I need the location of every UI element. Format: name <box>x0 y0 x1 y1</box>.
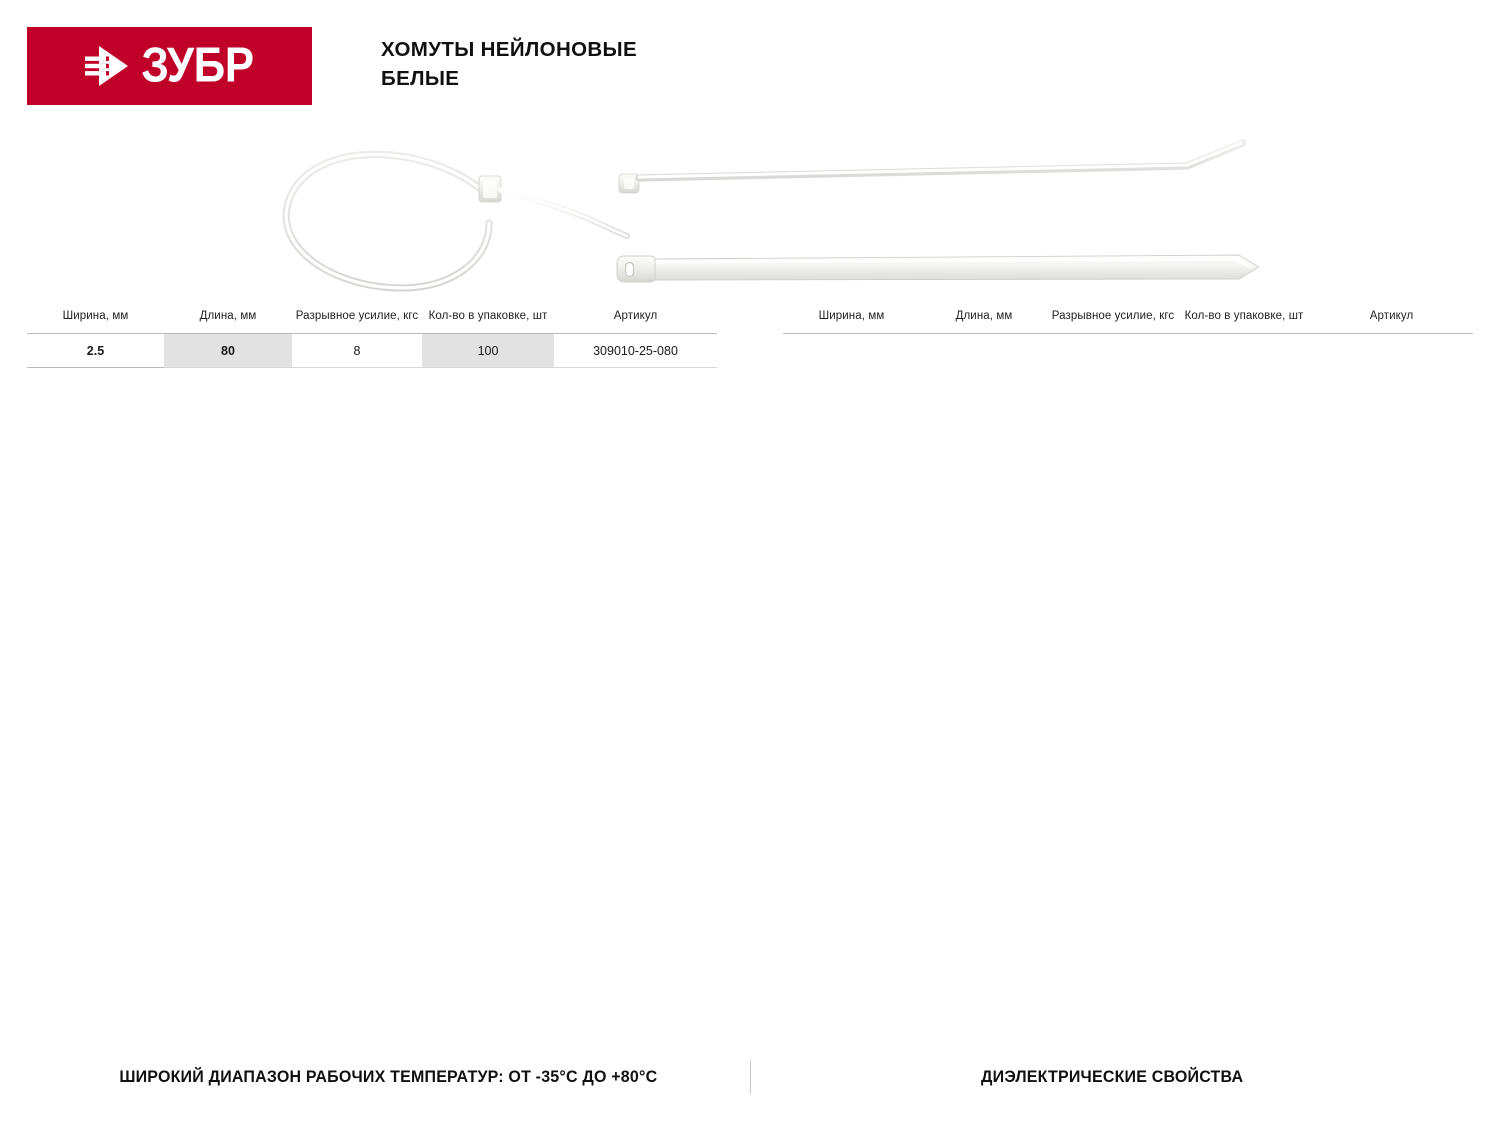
product-illustrations <box>282 139 1260 292</box>
cell-pack-qty: 100 <box>422 333 554 368</box>
footer-right-text: ДИЭЛЕКТРИЧЕСКИЕ СВОЙСТВА <box>980 1067 1243 1086</box>
footer-feature-temperature: ШИРОКИЙ ДИАПАЗОН РАБОЧИХ ТЕМПЕРАТУР: ОТ … <box>27 1068 750 1087</box>
cell-force: 8 <box>292 333 422 368</box>
spec-table-left-wrap: Ширина, мм Длина, мм Разрывное усилие, к… <box>27 310 717 368</box>
table-header-row: Ширина, мм Длина, мм Разрывное усилие, к… <box>783 310 1473 334</box>
col-header-length: Длина, мм <box>955 310 1013 322</box>
footer-left-text: ШИРОКИЙ ДИАПАЗОН РАБОЧИХ ТЕМПЕРАТУР: ОТ … <box>119 1067 658 1086</box>
col-header-force: Разрывное усилие, кгс <box>295 310 419 322</box>
col-header-pack: Кол-во в упаковке, шт <box>428 310 548 322</box>
cell-width: 2.5 <box>27 333 164 368</box>
page-title: ХОМУТЫ НЕЙЛОНОВЫЕ БЕЛЫЕ <box>381 27 637 93</box>
brand-name: ЗУБР <box>141 38 254 93</box>
spec-table-left-body: 2.5 80 8 100 309010-25-080 <box>27 333 717 368</box>
page-title-line1: ХОМУТЫ НЕЙЛОНОВЫЕ <box>381 38 637 61</box>
spec-table-right-wrap: Ширина, мм Длина, мм Разрывное усилие, к… <box>783 310 1473 368</box>
spec-tables: Ширина, мм Длина, мм Разрывное усилие, к… <box>27 310 1473 368</box>
cell-length: 80 <box>164 333 292 368</box>
page-title-line2: БЕЛЫЕ <box>381 67 460 91</box>
footer-feature-dielectric: ДИЭЛЕКТРИЧЕСКИЕ СВОЙСТВА <box>751 1068 1474 1087</box>
cell-article: 309010-25-080 <box>554 333 717 368</box>
spec-table-right: Ширина, мм Длина, мм Разрывное усилие, к… <box>783 310 1473 334</box>
cable-tie-thin-straight-icon <box>618 139 1247 194</box>
col-header-length: Длина, мм <box>199 310 257 322</box>
footer-divider <box>749 1060 751 1094</box>
table-header-row: Ширина, мм Длина, мм Разрывное усилие, к… <box>27 310 717 334</box>
page-header: ЗУБР ХОМУТЫ НЕЙЛОНОВЫЕ БЕЛЫЕ <box>27 27 1473 105</box>
table-row: 2.5 80 8 100 309010-25-080 <box>27 333 717 368</box>
col-header-article: Артикул <box>1369 310 1414 322</box>
col-header-width: Ширина, мм <box>62 310 129 322</box>
spec-table-left: Ширина, мм Длина, мм Разрывное усилие, к… <box>27 310 717 368</box>
page-footer: ШИРОКИЙ ДИАПАЗОН РАБОЧИХ ТЕМПЕРАТУР: ОТ … <box>27 1057 1473 1097</box>
cable-tie-wide-straight-icon <box>616 254 1260 283</box>
col-header-pack: Кол-во в упаковке, шт <box>1184 310 1304 322</box>
cable-tie-looped-icon <box>282 150 630 292</box>
col-header-width: Ширина, мм <box>818 310 885 322</box>
product-images <box>27 128 1473 300</box>
brand-logo: ЗУБР <box>27 27 312 105</box>
zubr-bison-arrow-icon <box>85 46 129 86</box>
col-header-article: Артикул <box>613 310 658 322</box>
col-header-force: Разрывное усилие, кгс <box>1051 310 1175 322</box>
